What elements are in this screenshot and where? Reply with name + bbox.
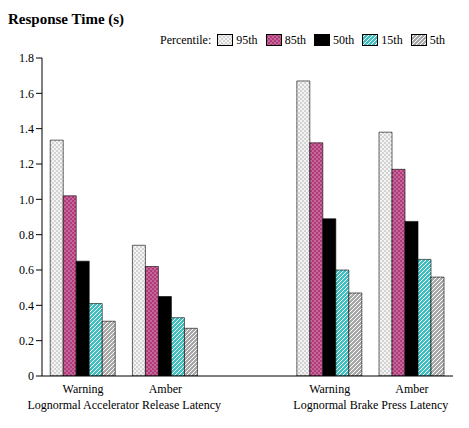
html-text:50th: 50th [333,32,355,47]
html-text:Response Time (s): Response Time (s) [8,11,125,27]
svg-text:Amber: Amber [395,382,428,396]
html-text:Lognormal Brake Press Latency: Lognormal Brake Press Latency [293,398,449,412]
html-text:Percentile:: Percentile: [160,32,212,47]
svg-text:1.0: 1.0 [19,193,34,207]
svg-text:0.8: 0.8 [19,228,34,242]
svg-text:1.4: 1.4 [19,122,34,136]
svg-text:0.6: 0.6 [19,263,34,277]
html-text:5th: 5th [429,32,445,47]
html-text:85th: 85th [284,32,306,47]
svg-text:Amber: Amber [149,382,182,396]
html-text:95th: 95th [236,32,258,47]
svg-text:0: 0 [28,369,34,383]
svg-text:1.8: 1.8 [19,51,34,65]
svg-text:1.2: 1.2 [19,157,34,171]
html-text:15th: 15th [381,32,403,47]
svg-text:Warning: Warning [63,382,104,396]
svg-text:0.4: 0.4 [19,299,34,313]
svg-text:Warning: Warning [309,382,350,396]
svg-text:0.2: 0.2 [19,334,34,348]
html-text:Lognormal Accelerator Release: Lognormal Accelerator Release Latency [27,398,221,412]
svg-text:1.6: 1.6 [19,87,34,101]
